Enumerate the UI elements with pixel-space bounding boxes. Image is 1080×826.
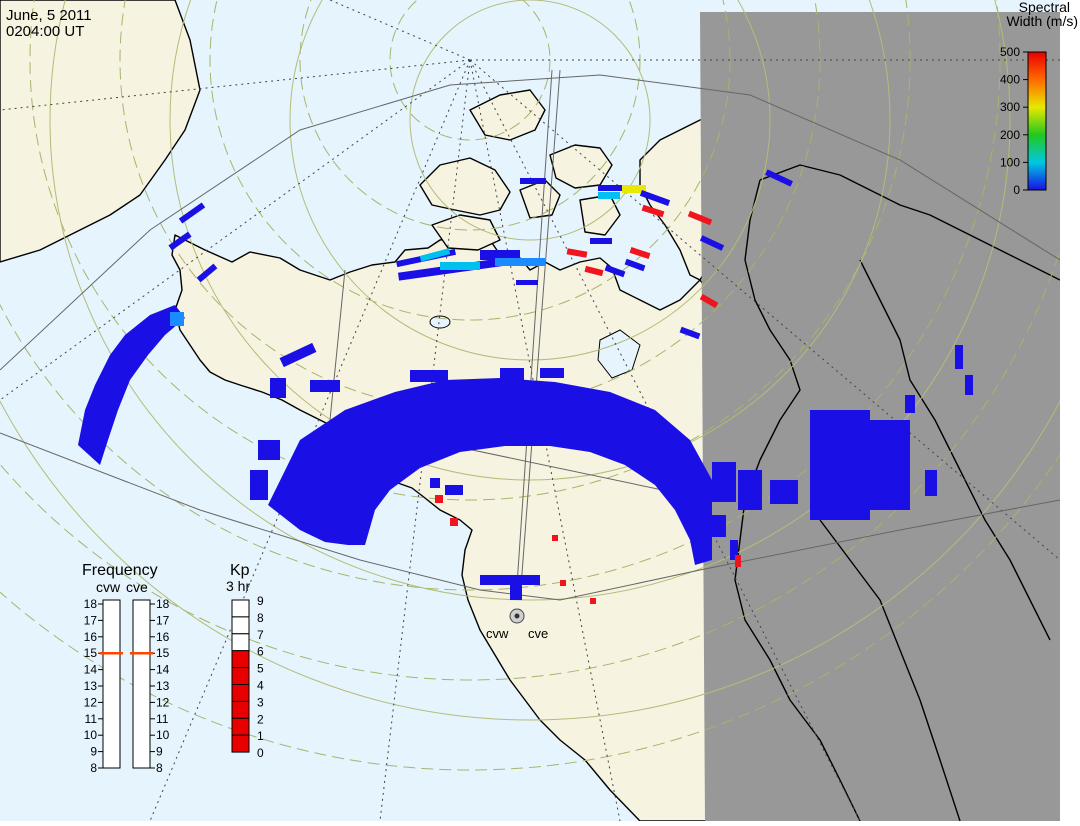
- kp-cell: [231, 633, 250, 652]
- kp-scale-label: 5: [257, 662, 264, 676]
- frequency-title: Frequency: [82, 562, 158, 579]
- kp-scale-label: 3: [257, 695, 264, 709]
- kp-title: Kp: [230, 562, 250, 579]
- frequency-scale-right: 16: [156, 630, 170, 644]
- colorbar-tick-label: 500: [1000, 45, 1020, 59]
- frequency-scale-left: 11: [85, 712, 98, 726]
- frequency-scale-left: 14: [84, 663, 98, 677]
- colorbar-tick-label: 300: [1000, 100, 1020, 114]
- station-label-cvw: cvw: [486, 626, 509, 641]
- kp-subtitle: 3 hr: [226, 578, 250, 594]
- kp-panel: Kp 3 hr 9 8 7 6 5 4 3 2 1 0: [226, 562, 264, 760]
- kp-cell: [231, 650, 250, 669]
- kp-scale-label: 7: [257, 628, 264, 642]
- night-coastlines: [734, 164, 1060, 821]
- frequency-scale-right: 18: [156, 597, 170, 611]
- colorbar: 500 400 300 200 100 0: [1000, 45, 1047, 197]
- date-label: June, 5 2011: [6, 7, 92, 24]
- kp-scale-label: 6: [257, 645, 264, 659]
- frequency-radar-cve: cve: [126, 579, 148, 595]
- frequency-scale-right: 9: [156, 745, 163, 759]
- frequency-scale-left: 12: [84, 695, 98, 709]
- scatter-left-arc: [78, 305, 185, 465]
- frequency-scale-left: 10: [84, 728, 98, 742]
- frequency-scale-left: 17: [84, 613, 98, 627]
- frequency-scale-left: 8: [90, 761, 97, 775]
- kp-scale-label: 4: [257, 679, 264, 693]
- frequency-panel: Frequency cvw cve 18 18 17 17 16 16 15 15 14 14 13…: [82, 562, 170, 775]
- frequency-radar-cvw: cvw: [96, 579, 121, 595]
- frequency-scale-right: 10: [156, 728, 170, 742]
- frequency-scale-left: 9: [90, 745, 97, 759]
- scatter-high: [435, 204, 741, 604]
- kp-scale-label: 9: [257, 594, 264, 608]
- kp-scale-label: 0: [257, 746, 264, 760]
- colorbar-tick-label: 0: [1013, 183, 1020, 197]
- kp-cell: [231, 616, 250, 635]
- kp-cell: [231, 684, 250, 702]
- colorbar-tick-label: 100: [1000, 155, 1020, 169]
- frequency-scale-right: 12: [156, 695, 170, 709]
- colorbar-tick-label: 400: [1000, 73, 1020, 87]
- scatter-echoes: [78, 169, 973, 600]
- kp-cell: [231, 700, 250, 719]
- frequency-scale-right: 15: [156, 646, 170, 660]
- kp-cell: [231, 734, 250, 753]
- great-circles: [0, 69, 1060, 601]
- time-label: 0204:00 UT: [6, 23, 85, 40]
- frequency-scale-left: 15: [84, 646, 98, 660]
- station-label-cve: cve: [528, 626, 548, 641]
- frequency-scale-right: 14: [156, 663, 170, 677]
- kp-cell: [231, 717, 250, 736]
- kp-cell: [231, 599, 250, 618]
- kp-cell: [231, 667, 250, 685]
- colorbar-title-line2: Width (m/s): [1006, 13, 1078, 29]
- kp-scale-label: 2: [257, 712, 264, 726]
- kp-scale-label: 8: [257, 611, 264, 625]
- frequency-scale-right: 13: [156, 679, 170, 693]
- frequency-scale-left: 13: [84, 679, 98, 693]
- magnetic-circles: [0, 0, 1060, 721]
- colorbar-tick-label: 200: [1000, 128, 1020, 142]
- scatter-main-arc: [268, 378, 712, 565]
- colorbar-title-line1: Spectral: [1018, 0, 1070, 15]
- frequency-scale-right: 11: [156, 712, 169, 726]
- frequency-scale-right: 8: [156, 761, 163, 775]
- kp-scale-label: 1: [257, 729, 264, 743]
- frequency-scale-left: 18: [84, 597, 98, 611]
- frequency-scale-left: 16: [84, 630, 98, 644]
- frequency-scale-right: 17: [156, 613, 170, 627]
